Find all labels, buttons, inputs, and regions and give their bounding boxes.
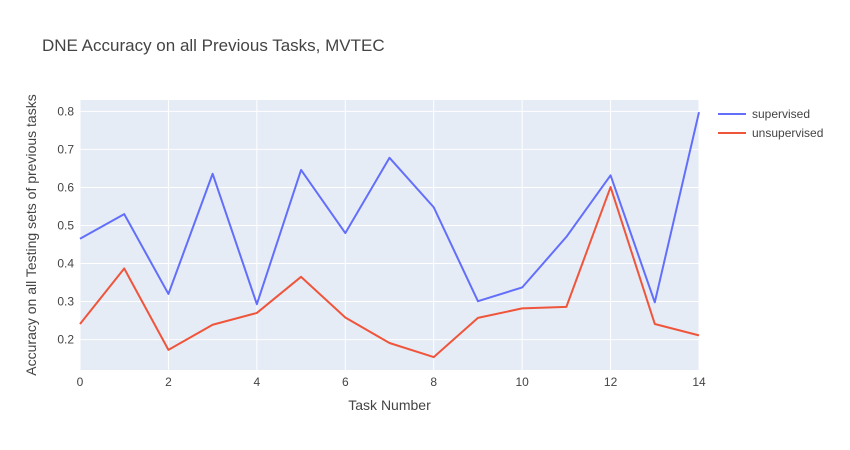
y-axis-ticks: 0.2 0.3 0.4 0.5 0.6 0.7 0.8: [57, 104, 74, 346]
data-point-supervised: [299, 168, 303, 172]
y-tick-label: 0.6: [57, 180, 74, 194]
x-tick-label: 10: [515, 375, 529, 389]
y-tick-label: 0.2: [57, 333, 74, 347]
y-tick-label: 0.8: [57, 104, 74, 118]
data-point-unsupervised: [343, 316, 347, 320]
data-point-supervised: [122, 212, 126, 216]
y-tick-label: 0.7: [57, 142, 74, 156]
x-tick-label: 0: [77, 375, 84, 389]
y-tick-label: 0.3: [57, 295, 74, 309]
data-point-unsupervised: [697, 333, 701, 337]
plot-area: [80, 100, 699, 370]
data-point-supervised: [78, 237, 82, 241]
data-point-unsupervised: [609, 185, 613, 189]
y-axis-title: Accuracy on all Testing sets of previous…: [23, 94, 39, 375]
data-point-unsupervised: [255, 311, 259, 315]
data-point-supervised: [211, 172, 215, 176]
x-axis-title: Task Number: [348, 397, 431, 413]
data-point-supervised: [388, 156, 392, 160]
chart-title: DNE Accuracy on all Previous Tasks, MVTE…: [42, 36, 385, 55]
data-point-supervised: [564, 235, 568, 239]
data-point-supervised: [697, 110, 701, 114]
legend-label: supervised: [752, 107, 810, 121]
x-tick-label: 6: [342, 375, 349, 389]
x-tick-label: 14: [692, 375, 706, 389]
y-tick-label: 0.4: [57, 257, 74, 271]
series-line-supervised: [79, 111, 700, 306]
legend[interactable]: supervised unsupervised: [718, 107, 823, 140]
x-tick-label: 8: [430, 375, 437, 389]
x-tick-label: 2: [165, 375, 172, 389]
series-line-unsupervised: [79, 186, 700, 359]
x-tick-label: 4: [254, 375, 261, 389]
legend-item-supervised[interactable]: supervised: [718, 107, 810, 121]
legend-item-unsupervised[interactable]: unsupervised: [718, 126, 823, 140]
data-point-unsupervised: [211, 323, 215, 327]
data-point-supervised: [343, 231, 347, 235]
y-tick-label: 0.5: [57, 218, 74, 232]
data-point-supervised: [653, 300, 657, 304]
x-axis-ticks: 0 2 4 6 8 10 12 14: [77, 375, 706, 389]
data-point-unsupervised: [520, 306, 524, 310]
data-point-supervised: [255, 302, 259, 306]
series-layer: [78, 110, 701, 359]
x-tick-label: 12: [604, 375, 618, 389]
gridlines: [79, 100, 700, 370]
data-point-unsupervised: [653, 322, 657, 326]
data-point-unsupervised: [388, 341, 392, 345]
data-point-supervised: [609, 173, 613, 177]
data-point-supervised: [432, 205, 436, 209]
data-point-unsupervised: [299, 275, 303, 279]
data-point-unsupervised: [122, 266, 126, 270]
data-point-supervised: [476, 299, 480, 303]
data-point-supervised: [166, 292, 170, 296]
data-point-unsupervised: [476, 316, 480, 320]
data-point-unsupervised: [432, 355, 436, 359]
data-point-unsupervised: [78, 322, 82, 326]
data-point-unsupervised: [166, 348, 170, 352]
data-point-supervised: [520, 285, 524, 289]
legend-label: unsupervised: [752, 126, 823, 140]
data-point-unsupervised: [564, 305, 568, 309]
